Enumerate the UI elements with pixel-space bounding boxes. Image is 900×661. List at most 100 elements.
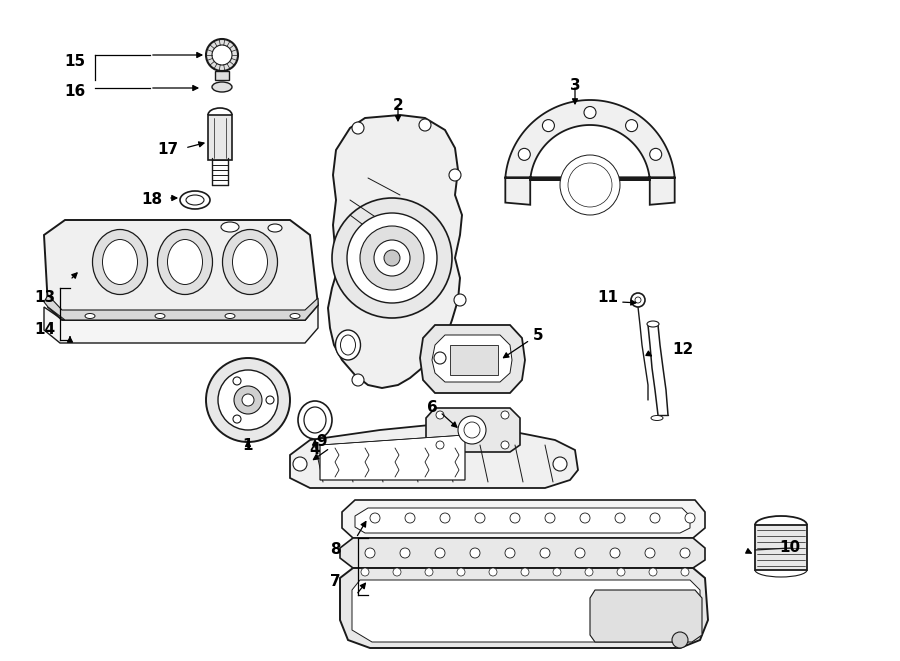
- Ellipse shape: [298, 401, 332, 439]
- Circle shape: [545, 513, 555, 523]
- Circle shape: [206, 39, 238, 71]
- Circle shape: [234, 386, 262, 414]
- Polygon shape: [355, 508, 690, 533]
- Ellipse shape: [155, 313, 165, 319]
- Circle shape: [206, 358, 290, 442]
- Text: 7: 7: [329, 574, 340, 590]
- Circle shape: [580, 513, 590, 523]
- Polygon shape: [44, 295, 318, 320]
- Text: 17: 17: [158, 143, 178, 157]
- Ellipse shape: [85, 313, 95, 319]
- Text: 5: 5: [533, 327, 544, 342]
- Ellipse shape: [336, 330, 361, 360]
- Circle shape: [518, 148, 530, 161]
- Circle shape: [440, 513, 450, 523]
- Polygon shape: [208, 115, 232, 160]
- Ellipse shape: [93, 229, 148, 295]
- Text: 15: 15: [65, 54, 86, 69]
- Ellipse shape: [340, 335, 356, 355]
- Circle shape: [645, 548, 655, 558]
- Ellipse shape: [232, 239, 267, 284]
- Polygon shape: [450, 345, 498, 375]
- Circle shape: [365, 548, 375, 558]
- Polygon shape: [432, 335, 512, 382]
- Circle shape: [360, 226, 424, 290]
- Circle shape: [568, 163, 612, 207]
- Circle shape: [400, 548, 410, 558]
- Circle shape: [610, 548, 620, 558]
- Ellipse shape: [103, 239, 138, 284]
- Circle shape: [405, 513, 415, 523]
- Circle shape: [584, 106, 596, 118]
- Circle shape: [650, 513, 660, 523]
- Circle shape: [585, 568, 593, 576]
- Polygon shape: [44, 220, 318, 320]
- Text: 13: 13: [34, 290, 56, 305]
- Circle shape: [681, 568, 689, 576]
- Circle shape: [617, 568, 625, 576]
- Ellipse shape: [180, 191, 210, 209]
- Circle shape: [457, 568, 465, 576]
- Circle shape: [374, 240, 410, 276]
- Text: 10: 10: [779, 541, 801, 555]
- Circle shape: [454, 294, 466, 306]
- Circle shape: [475, 513, 485, 523]
- Ellipse shape: [221, 222, 239, 232]
- Circle shape: [685, 513, 695, 523]
- Circle shape: [575, 548, 585, 558]
- Text: 16: 16: [65, 85, 86, 100]
- Polygon shape: [342, 500, 705, 538]
- Circle shape: [218, 370, 278, 430]
- Polygon shape: [340, 538, 705, 568]
- Circle shape: [680, 548, 690, 558]
- Circle shape: [543, 120, 554, 132]
- Ellipse shape: [268, 224, 282, 232]
- Polygon shape: [320, 435, 465, 480]
- Circle shape: [560, 155, 620, 215]
- Text: 18: 18: [141, 192, 163, 208]
- Polygon shape: [505, 100, 675, 205]
- Circle shape: [615, 513, 625, 523]
- Circle shape: [501, 411, 509, 419]
- Circle shape: [370, 513, 380, 523]
- Circle shape: [393, 568, 401, 576]
- Ellipse shape: [290, 313, 300, 319]
- Polygon shape: [352, 580, 700, 642]
- Circle shape: [352, 374, 364, 386]
- Text: 6: 6: [427, 401, 437, 416]
- Circle shape: [521, 568, 529, 576]
- Polygon shape: [44, 305, 318, 343]
- Ellipse shape: [167, 239, 202, 284]
- Circle shape: [347, 213, 437, 303]
- Circle shape: [293, 457, 307, 471]
- Circle shape: [212, 45, 232, 65]
- Polygon shape: [290, 425, 578, 488]
- Text: 12: 12: [672, 342, 693, 358]
- Circle shape: [419, 119, 431, 131]
- Ellipse shape: [225, 313, 235, 319]
- Polygon shape: [340, 568, 708, 648]
- Circle shape: [540, 548, 550, 558]
- Circle shape: [233, 377, 241, 385]
- Ellipse shape: [222, 229, 277, 295]
- Circle shape: [242, 394, 254, 406]
- Polygon shape: [426, 408, 520, 452]
- Ellipse shape: [158, 229, 212, 295]
- Ellipse shape: [212, 82, 232, 92]
- Text: 8: 8: [329, 543, 340, 557]
- Text: 4: 4: [310, 442, 320, 457]
- Ellipse shape: [647, 321, 659, 327]
- Circle shape: [553, 457, 567, 471]
- Circle shape: [436, 411, 444, 419]
- Ellipse shape: [651, 416, 663, 420]
- Text: 11: 11: [598, 290, 618, 305]
- Polygon shape: [590, 590, 702, 642]
- Circle shape: [449, 169, 461, 181]
- Circle shape: [384, 250, 400, 266]
- Circle shape: [464, 422, 480, 438]
- Polygon shape: [328, 115, 462, 388]
- Circle shape: [501, 441, 509, 449]
- Circle shape: [626, 120, 637, 132]
- Circle shape: [650, 148, 662, 161]
- Text: 9: 9: [317, 434, 328, 449]
